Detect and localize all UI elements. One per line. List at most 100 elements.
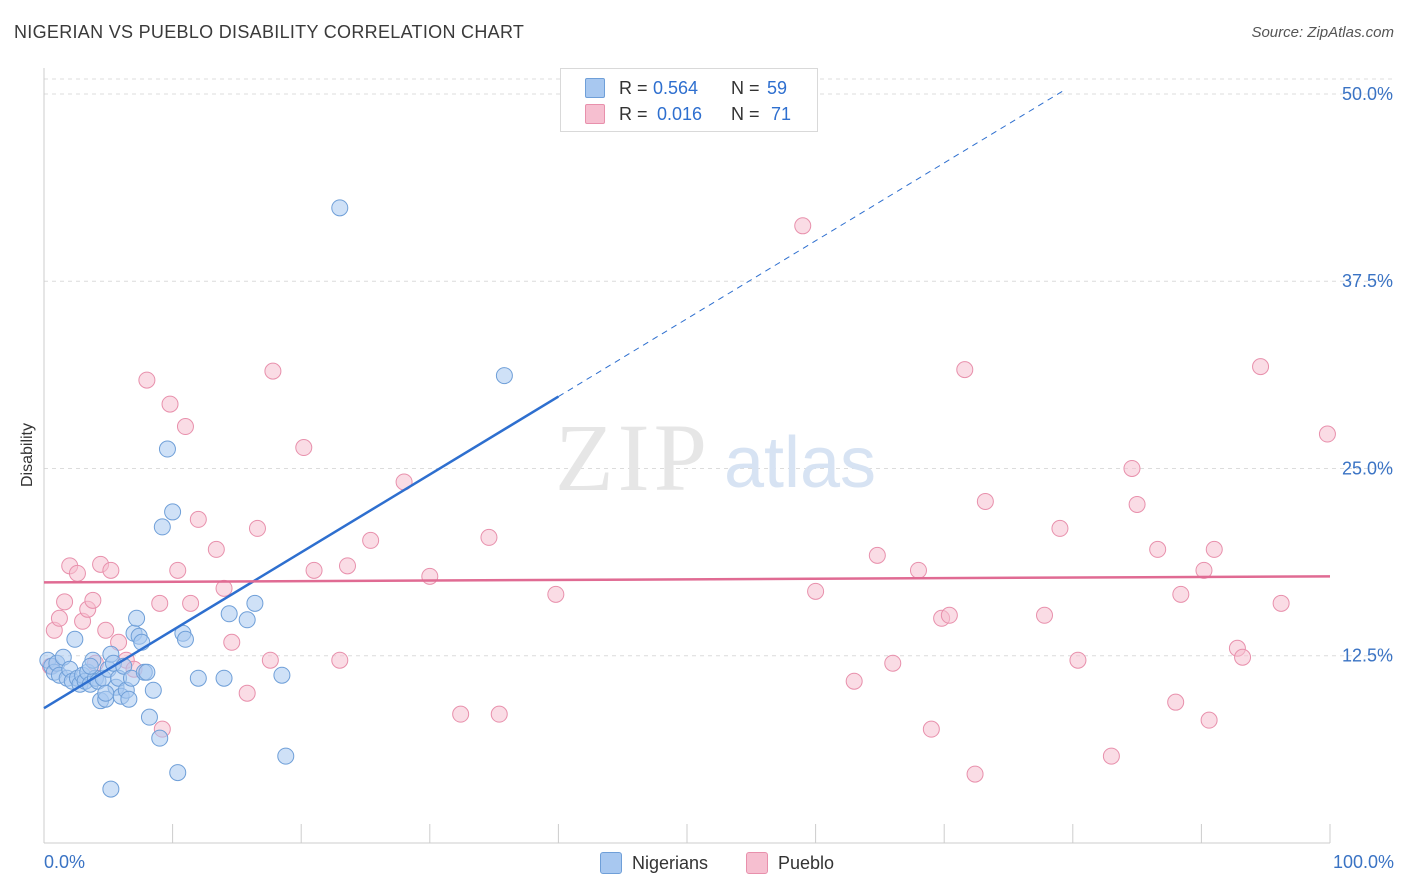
pueblo-point	[1051, 519, 1069, 537]
pueblo-point	[161, 395, 179, 413]
x-tick-max: 100.0%	[1332, 852, 1394, 872]
pueblo-point	[110, 633, 128, 651]
nigerian-point	[169, 764, 187, 782]
legend-n-label: N =	[731, 103, 760, 124]
pueblo-point	[68, 564, 86, 582]
nigerian-point	[189, 669, 207, 687]
nigerian-point	[277, 747, 295, 765]
pueblo-point	[1252, 358, 1270, 376]
pueblo-point	[1102, 747, 1120, 765]
legend-n-value: 59	[767, 77, 788, 98]
nigerian-point	[273, 666, 291, 684]
nigerian-point	[176, 630, 194, 648]
nigerian-point	[153, 518, 171, 536]
legend-label-pueblo: Pueblo	[778, 852, 835, 873]
pueblo-point	[1167, 693, 1185, 711]
y-tick-label: 12.5%	[1342, 646, 1393, 666]
x-tick-min: 0.0%	[44, 852, 86, 872]
nigerian-point	[102, 780, 120, 798]
pueblo-point	[909, 561, 927, 579]
nigerian-point	[215, 669, 233, 687]
pueblo-point	[97, 621, 115, 639]
nigerian-point	[81, 657, 99, 675]
legend-label-nigerians: Nigerians	[632, 852, 709, 873]
nigerians-trend-line	[43, 395, 560, 710]
nigerian-point	[238, 611, 256, 629]
pueblo-point	[976, 492, 994, 510]
pueblo-point	[480, 528, 498, 546]
pueblo-point	[182, 594, 200, 612]
pueblo-point	[362, 531, 380, 549]
pueblo-point	[1069, 651, 1087, 669]
nigerian-point	[246, 594, 264, 612]
pueblo-point	[884, 654, 902, 672]
legend-r-value: 0.564	[653, 77, 699, 98]
pueblo-point	[189, 510, 207, 528]
nigerian-point	[97, 684, 115, 702]
pueblo-point	[248, 519, 266, 537]
pueblo-point	[956, 361, 974, 379]
trend-lines	[43, 88, 1331, 710]
watermark-atlas: atlas	[724, 423, 876, 503]
pueblo-point	[868, 546, 886, 564]
pueblo-point	[807, 582, 825, 600]
pueblo-point	[1200, 711, 1218, 729]
pueblo-point	[1272, 594, 1290, 612]
pueblo-points	[41, 217, 1336, 783]
pueblo-point	[1318, 425, 1336, 443]
grid-lines	[44, 78, 1393, 657]
pueblo-point	[1234, 648, 1252, 666]
chart-title: NIGERIAN VS PUEBLO DISABILITY CORRELATIO…	[14, 22, 525, 42]
legend-swatch-blue	[585, 78, 605, 98]
y-tick-label: 25.0%	[1342, 458, 1393, 478]
correlation-legend: R = 0.564 N = 59 R = 0.016 N = 71	[560, 68, 818, 132]
watermark: ZIP atlas	[555, 404, 876, 511]
axes	[43, 68, 1331, 844]
pueblo-point	[50, 609, 68, 627]
pueblo-point	[169, 561, 187, 579]
y-tick-labels: 12.5% 25.0% 37.5% 50.0%	[1342, 84, 1393, 666]
nigerians-trend-extension	[558, 88, 1067, 398]
nigerian-point	[164, 503, 182, 521]
watermark-zip: ZIP	[555, 404, 711, 511]
pueblo-point	[922, 720, 940, 738]
pueblo-point	[176, 418, 194, 436]
legend-r-label: R =	[619, 103, 648, 124]
pueblo-point	[421, 567, 439, 585]
pueblo-point	[56, 593, 74, 611]
pueblo-point	[338, 557, 356, 575]
nigerian-point	[66, 630, 84, 648]
legend-n-label: N =	[731, 77, 760, 98]
legend-r-label: R =	[619, 77, 648, 98]
pueblo-point	[102, 561, 120, 579]
nigerian-point	[220, 605, 238, 623]
legend-r-value: 0.016	[657, 103, 703, 124]
pueblo-point	[966, 765, 984, 783]
legend-item-pueblo: Pueblo	[746, 852, 834, 874]
pueblo-point	[84, 591, 102, 609]
nigerian-point	[495, 367, 513, 385]
pueblo-point	[794, 217, 812, 235]
pueblo-point	[264, 362, 282, 380]
nigerian-point	[158, 440, 176, 458]
pueblo-point	[138, 371, 156, 389]
nigerians-points	[39, 199, 513, 798]
pueblo-point	[305, 561, 323, 579]
pueblo-point	[223, 633, 241, 651]
series-legend: Nigerians Pueblo	[0, 852, 1406, 878]
pueblo-point	[1205, 540, 1223, 558]
pueblo-point	[1036, 606, 1054, 624]
pueblo-point	[845, 672, 863, 690]
nigerian-point	[331, 199, 349, 217]
y-tick-label: 50.0%	[1342, 84, 1393, 104]
nigerian-point	[151, 729, 169, 747]
pueblo-point	[238, 684, 256, 702]
nigerian-point	[144, 681, 162, 699]
nigerian-point	[140, 708, 158, 726]
pueblo-point	[490, 705, 508, 723]
legend-item-nigerians: Nigerians	[600, 852, 708, 874]
pueblo-point	[331, 651, 349, 669]
pueblo-point	[295, 439, 313, 457]
pueblo-point	[547, 585, 565, 603]
pueblo-point	[940, 606, 958, 624]
